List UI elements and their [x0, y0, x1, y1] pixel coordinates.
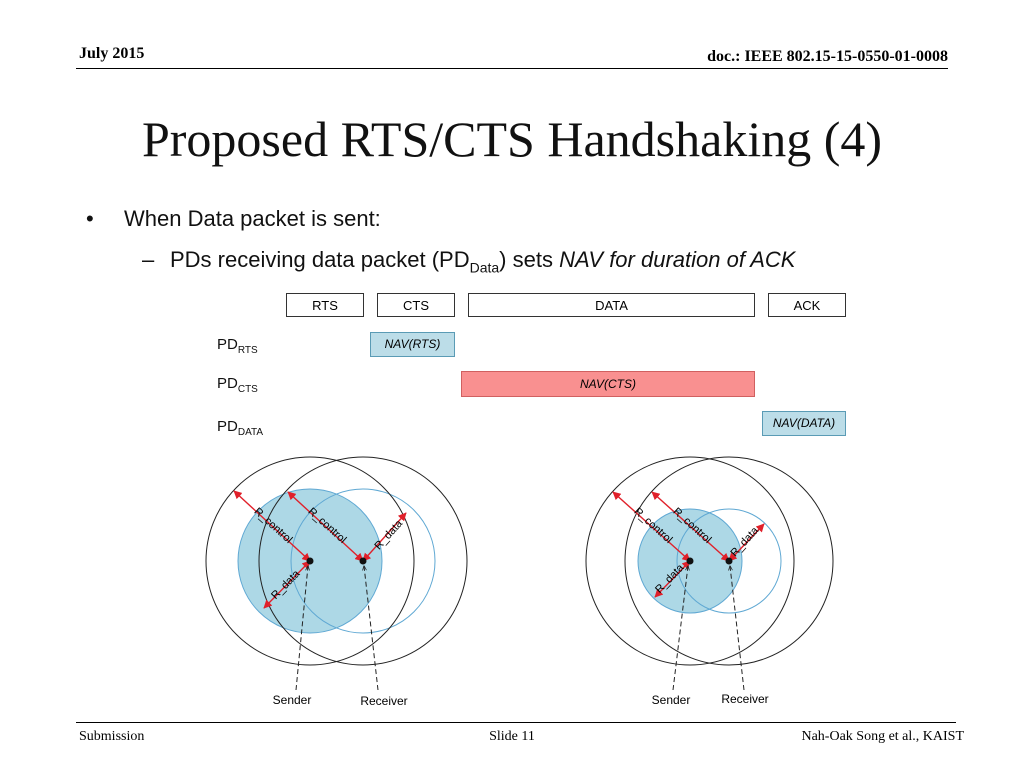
header-doc-id: doc.: IEEE 802.15-15-0550-01-0008: [707, 48, 948, 65]
slide-title: Proposed RTS/CTS Handshaking (4): [141, 111, 883, 167]
right-sender-pointer: [672, 566, 688, 691]
bullet-dot: •: [86, 206, 94, 231]
right-receiver-rcontrol-arrow: [651, 491, 730, 562]
bullet-level2-mid: ) sets: [499, 247, 560, 272]
right-receiver-pointer: [730, 566, 745, 691]
right-sender-rdata-arrow: [654, 560, 691, 598]
nav-data-bar: NAV(DATA): [762, 411, 846, 436]
right-sender-control-range: [585, 456, 795, 666]
left-receiver-rcontrol-arrow: [287, 491, 364, 562]
left-sender-node: [306, 557, 314, 565]
footer-rule: [76, 722, 956, 723]
pd-data-label: PDDATA: [217, 418, 263, 438]
frame-data: DATA: [468, 293, 755, 317]
left-sender-label: Sender: [273, 693, 312, 707]
bullet-level1-text: When Data packet is sent:: [124, 206, 381, 231]
left-receiver-node: [359, 557, 367, 565]
pd-data-base: PD: [217, 418, 238, 435]
pd-rts-label: PDRTS: [217, 336, 258, 356]
right-coverage-group: R_control R_control R_data R_data Sender…: [585, 456, 834, 707]
right-receiver-label: Receiver: [721, 692, 768, 706]
pd-cts-base: PD: [217, 375, 238, 392]
footer-slide-number: Slide 11: [489, 729, 535, 744]
right-receiver-rdata-arrow: [728, 523, 765, 562]
frame-ack: ACK: [768, 293, 846, 317]
header-rule: [76, 68, 948, 69]
right-sender-label: Sender: [652, 693, 691, 707]
bullet-level1: • When Data packet is sent:: [86, 206, 381, 232]
bullet-level2-sub: Data: [469, 259, 500, 276]
left-sender-rdata-arrow: [263, 560, 311, 609]
left-sender-control-range: [205, 456, 415, 666]
bullet-level2-pre: PDs receiving data packet (PD: [170, 247, 470, 272]
header-date: July 2015: [79, 45, 145, 62]
right-sender-node: [686, 557, 694, 565]
bullet-level2: – PDs receiving data packet (PDData) sets…: [142, 247, 795, 275]
left-receiver-pointer: [364, 566, 379, 691]
nav-rts-bar: NAV(RTS): [370, 332, 455, 357]
pd-cts-label: PDCTS: [217, 375, 258, 395]
footer-submission: Submission: [79, 729, 145, 744]
pd-rts-base: PD: [217, 336, 238, 353]
pd-rts-sub: RTS: [237, 345, 258, 356]
left-receiver-rdata-arrow: [362, 512, 407, 562]
bullet-level2-italic: NAV for duration of ACK: [559, 247, 796, 272]
nav-cts-bar: NAV(CTS): [461, 371, 755, 397]
frame-rts: RTS: [286, 293, 364, 317]
footer-authors: Nah-Oak Song et al., KAIST: [801, 729, 964, 744]
frame-cts: CTS: [377, 293, 455, 317]
right-receiver-node: [725, 557, 733, 565]
left-coverage-group: R_control R_control R_data R_data Sender…: [205, 456, 468, 708]
left-sender-pointer: [295, 566, 308, 691]
pd-cts-sub: CTS: [237, 384, 258, 395]
bullet-dash: –: [142, 247, 155, 272]
left-receiver-label: Receiver: [360, 694, 407, 708]
pd-data-sub: DATA: [237, 427, 264, 438]
